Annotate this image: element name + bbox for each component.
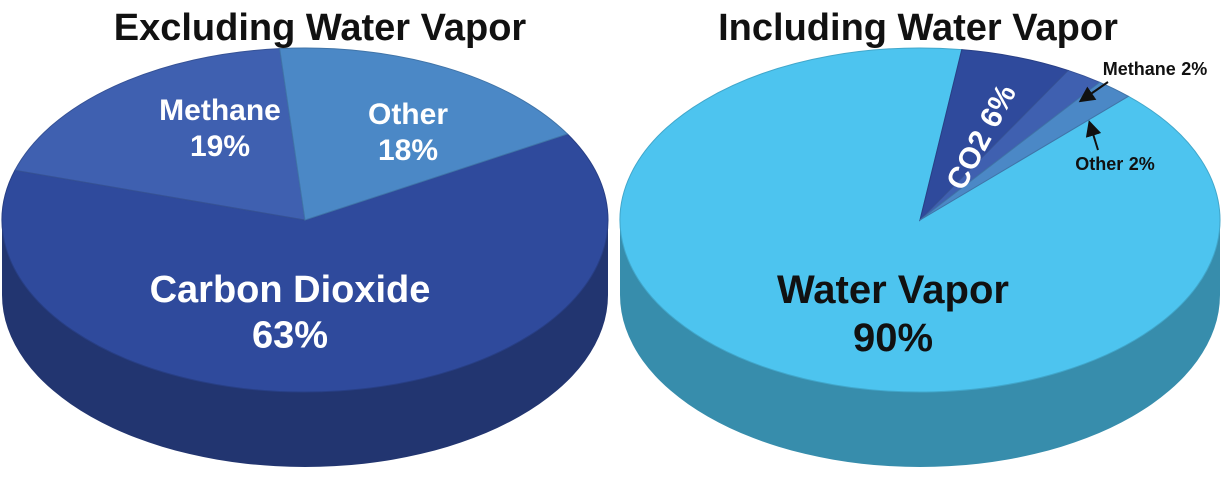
- pie-slice: [14, 48, 306, 221]
- slice-name: Water Vapor: [777, 268, 1009, 312]
- chart-title: Including Water Vapor: [718, 7, 1118, 49]
- slice-name: Methane: [1103, 59, 1176, 79]
- slice-value: 90%: [853, 316, 933, 360]
- slice-value: 2%: [1181, 59, 1207, 79]
- slice-value: 2%: [1129, 154, 1155, 174]
- arrow: [1078, 81, 1109, 103]
- slice-label: Carbon Dioxide 63%: [150, 269, 431, 357]
- pie-slice: [1, 133, 609, 393]
- sides: [2, 220, 1220, 467]
- tops: [1, 47, 1221, 393]
- pie-side: [620, 220, 1220, 467]
- slice-label: Methane 2%: [1103, 59, 1207, 79]
- slice-label: Water Vapor 90%: [777, 268, 1009, 360]
- slice-value: 18%: [378, 134, 438, 167]
- arrow: [1085, 120, 1102, 151]
- pie-slice: [619, 47, 1221, 393]
- slice-name: Carbon Dioxide: [150, 269, 431, 311]
- slice-name: Other: [1075, 154, 1123, 174]
- slice-name: Methane: [159, 94, 281, 127]
- pie-slice: [279, 47, 569, 221]
- slice-label: Other 2%: [1075, 154, 1154, 174]
- slice-value: 19%: [190, 130, 250, 163]
- slice-name: Other: [368, 98, 448, 131]
- labels: Excluding Water Vapor Carbon Dioxide 63% Me…: [114, 7, 1207, 360]
- pie-side: [2, 220, 608, 467]
- slice-value: 63%: [252, 315, 328, 357]
- slice-label: Other 18%: [368, 98, 448, 167]
- chart-title: Excluding Water Vapor: [114, 7, 527, 49]
- slice-label: Methane 19%: [159, 94, 281, 163]
- pie-slice: [919, 81, 1130, 221]
